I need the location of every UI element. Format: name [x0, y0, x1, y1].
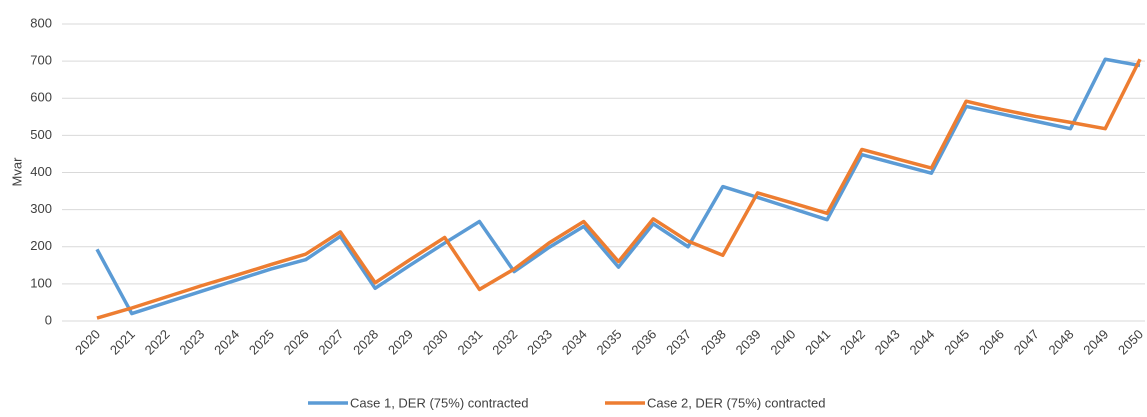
series-line [96, 58, 1142, 320]
x-tick-label: 2048 [1046, 327, 1077, 358]
y-tick-label: 400 [30, 164, 52, 179]
y-tick-label: 200 [30, 238, 52, 253]
x-tick-label: 2020 [72, 327, 103, 358]
x-tick-label: 2044 [906, 327, 937, 358]
x-tick-label: 2037 [663, 327, 694, 358]
x-tick-label: 2035 [594, 327, 625, 358]
y-tick-label: 500 [30, 127, 52, 142]
series-line [95, 57, 1141, 316]
x-tick-label: 2030 [420, 327, 451, 358]
x-tick-label: 2022 [142, 327, 173, 358]
x-tick-label: 2023 [176, 327, 207, 358]
x-tick-label: 2033 [524, 327, 555, 358]
x-tick-label: 2034 [559, 327, 590, 358]
x-tick-label: 2049 [1080, 327, 1111, 358]
x-tick-label: 2038 [698, 327, 729, 358]
x-tick-label: 2045 [941, 327, 972, 358]
x-tick-label: 2050 [1115, 327, 1146, 358]
x-tick-label: 2027 [315, 327, 346, 358]
x-tick-label: 2029 [385, 327, 416, 358]
x-tick-label: 2024 [211, 327, 242, 358]
x-tick-label: 2021 [107, 327, 138, 358]
y-axis-label: Mvar [9, 157, 24, 187]
x-tick-label: 2036 [628, 327, 659, 358]
x-tick-label: 2026 [281, 327, 312, 358]
y-tick-label: 800 [30, 15, 52, 30]
y-tick-label: 600 [30, 90, 52, 105]
y-tick-label: 700 [30, 53, 52, 68]
y-tick-label: 300 [30, 201, 52, 216]
x-tick-label: 2040 [767, 327, 798, 358]
x-tick-label: 2046 [976, 327, 1007, 358]
x-tick-label: 2047 [1011, 327, 1042, 358]
legend-label: Case 1, DER (75%) contracted [350, 395, 528, 410]
x-tick-label: 2032 [489, 327, 520, 358]
x-tick-label: 2039 [733, 327, 764, 358]
y-tick-label: 100 [30, 275, 52, 290]
x-tick-label: 2025 [246, 327, 277, 358]
legend-label: Case 2, DER (75%) contracted [647, 395, 825, 410]
x-tick-label: 2028 [350, 327, 381, 358]
x-tick-label: 2041 [802, 327, 833, 358]
x-tick-label: 2042 [837, 327, 868, 358]
x-tick-label: 2043 [872, 327, 903, 358]
y-tick-label: 0 [45, 312, 52, 327]
x-tick-label: 2031 [454, 327, 485, 358]
